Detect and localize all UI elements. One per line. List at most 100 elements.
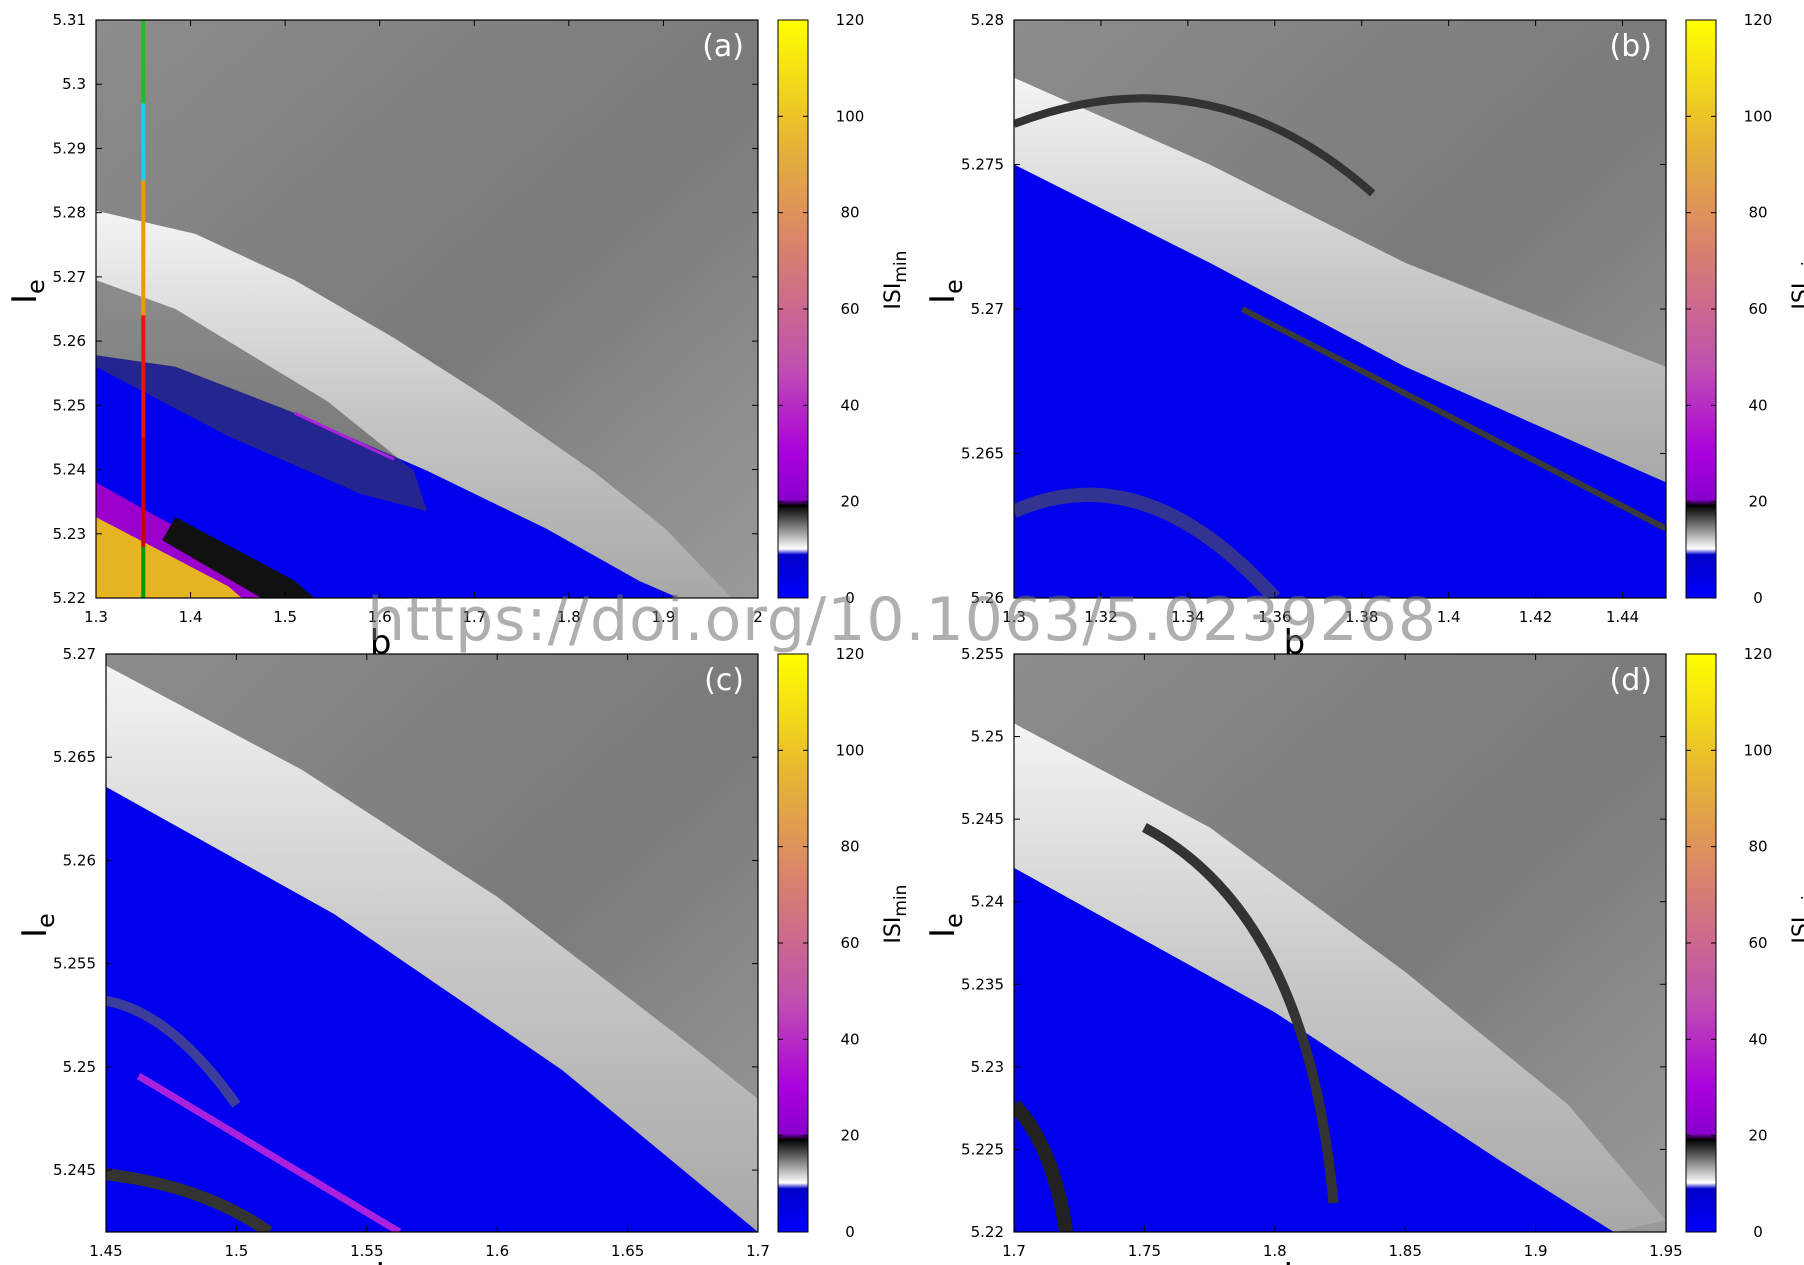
heatmap-area — [106, 654, 758, 1232]
y-axis-label-sub: e — [940, 913, 968, 928]
heatmap-area — [96, 20, 758, 598]
colorbar-tick-label: 120 — [836, 11, 865, 29]
colorbar-tick-label: 80 — [840, 204, 859, 222]
colorbar-tick-label: 40 — [1748, 1030, 1767, 1048]
x-tick-label: 1.44 — [1606, 608, 1639, 626]
colorbar: 0 20 40 60 80 100 120 ISImin — [1685, 11, 1804, 607]
colorbar-tick-label: 60 — [1748, 300, 1767, 318]
panel-d: 1.7 1.75 1.8 1.85 1.9 1.95 5.22 5.225 5.23 5.235 5… — [923, 645, 1683, 1265]
colorbar-label-sub: min — [1799, 885, 1804, 917]
colorbar-tick-label: 0 — [845, 1223, 855, 1241]
x-tick-label: 1.8 — [1263, 1242, 1287, 1260]
colorbar-tick-label: 60 — [840, 934, 859, 952]
panel-label: (c) — [704, 663, 744, 698]
dark-region — [1014, 1099, 1074, 1232]
panel-c: 1.45 1.5 1.55 1.6 1.65 1.75.2455.255.2555.265… — [15, 645, 770, 1265]
x-axis-label: b — [1284, 1257, 1306, 1265]
blue-region — [1014, 867, 1614, 1232]
colorbar-tick-label: 60 — [1748, 934, 1767, 952]
transition-band — [1014, 77, 1666, 483]
panel-a: 1.3 1.4 1.5 1.6 1.7 1.8 1.9 2 5.22 5.23 5.24 5.25 5.… — [5, 11, 763, 663]
y-tick-label: 5.255 — [961, 645, 1004, 663]
y-tick-label: 5.3 — [62, 75, 86, 93]
colorbar-tick-label: 20 — [840, 1127, 859, 1145]
x-tick-label: 1.45 — [89, 1242, 122, 1260]
x-tick-label: 1.36 — [1258, 608, 1291, 626]
x-tick-label: 1.42 — [1519, 608, 1552, 626]
y-tick-label: 5.29 — [53, 139, 86, 157]
colorbar-tick-label: 60 — [840, 300, 859, 318]
colorbar-tick-label: 20 — [840, 493, 859, 511]
y-axis-label: Ie — [923, 279, 968, 304]
x-tick-label: 1.34 — [1171, 608, 1204, 626]
x-tick-label: 1.5 — [224, 1242, 248, 1260]
y-tick-label: 5.275 — [961, 156, 1004, 174]
colorbar-tick-label: 80 — [1748, 838, 1767, 856]
colorbar-tick-label: 0 — [1753, 589, 1763, 607]
y-tick-label: 5.265 — [53, 748, 96, 766]
colorbar-tick-label: 20 — [1748, 1127, 1767, 1145]
y-tick-label: 5.22 — [53, 589, 86, 607]
colorbar-tick-label: 40 — [1748, 396, 1767, 414]
y-axis-label-sub: e — [32, 913, 60, 928]
transition-band — [96, 210, 732, 598]
x-tick-label: 1.55 — [350, 1242, 383, 1260]
panel-label: (b) — [1610, 29, 1652, 64]
plot-frame — [1013, 653, 1667, 1233]
heatmap-area — [1014, 20, 1666, 598]
x-axis-label: b — [370, 623, 392, 663]
colorbar-label: ISImin — [881, 251, 911, 310]
heatmap-area — [1014, 654, 1666, 1232]
y-tick-label: 5.245 — [961, 810, 1004, 828]
colorbar-tick-label: 120 — [1744, 11, 1773, 29]
x-tick-label: 1.38 — [1345, 608, 1378, 626]
x-tick-label: 1.7 — [746, 1242, 770, 1260]
y-tick-label: 5.255 — [53, 955, 96, 973]
panel-label: (a) — [702, 29, 744, 64]
colorbar: 0 20 40 60 80 100 120 ISImin — [1685, 645, 1804, 1241]
x-tick-label: 1.9 — [651, 608, 675, 626]
colorbar-tick-label: 20 — [1748, 493, 1767, 511]
colorbar-tick-label: 80 — [1748, 204, 1767, 222]
y-tick-label: 5.25 — [53, 396, 86, 414]
dark-curve — [106, 1168, 273, 1232]
colorbar-tick-label: 80 — [840, 838, 859, 856]
colorbar: 0 20 40 60 80 100 120 ISImin — [777, 11, 911, 607]
colorbar-label: ISImin — [1789, 251, 1804, 310]
x-tick-label: 1.3 — [84, 608, 108, 626]
x-tick-label: 1.7 — [462, 608, 486, 626]
x-tick-label: 1.95 — [1649, 1242, 1682, 1260]
x-tick-label: 1.4 — [179, 608, 203, 626]
x-tick-label: 1.6 — [485, 1242, 509, 1260]
y-tick-label: 5.26 — [971, 589, 1004, 607]
y-tick-label: 5.31 — [53, 11, 86, 29]
y-tick-label: 5.27 — [53, 268, 86, 286]
plot-frame — [105, 653, 759, 1233]
colorbar-label: ISImin — [1789, 885, 1804, 944]
x-tick-label: 1.32 — [1084, 608, 1117, 626]
y-axis-label: Ie — [15, 913, 60, 938]
yellow-region — [96, 517, 242, 598]
x-axis-label: b — [376, 1257, 398, 1265]
colorbar-tick-label: 100 — [1744, 107, 1773, 125]
chaotic-region — [96, 280, 427, 512]
y-tick-label: 5.225 — [961, 1140, 1004, 1158]
x-tick-label: 2 — [753, 608, 763, 626]
y-tick-label: 5.23 — [53, 525, 86, 543]
y-tick-label: 5.27 — [63, 645, 96, 663]
chaotic-curve — [1014, 487, 1280, 598]
colorbar-tick-label: 100 — [1744, 741, 1773, 759]
watermark: https://doi.org/10.1063/5.0239268 — [366, 585, 1438, 655]
x-tick-label: 1.7 — [1002, 1242, 1026, 1260]
x-tick-label: 1.3 — [1002, 608, 1026, 626]
y-tick-label: 5.28 — [53, 204, 86, 222]
y-tick-label: 5.22 — [971, 1223, 1004, 1241]
y-tick-label: 5.235 — [961, 975, 1004, 993]
colorbar-tick-label: 0 — [1753, 1223, 1763, 1241]
blue-region — [1014, 164, 1666, 598]
purple-streak — [136, 1072, 402, 1232]
colorbar: 0 20 40 60 80 100 120 ISImin — [777, 645, 911, 1241]
y-axis-label-sub: e — [22, 279, 50, 294]
y-tick-label: 5.25 — [971, 728, 1004, 746]
x-axis-label: b — [1284, 623, 1306, 663]
